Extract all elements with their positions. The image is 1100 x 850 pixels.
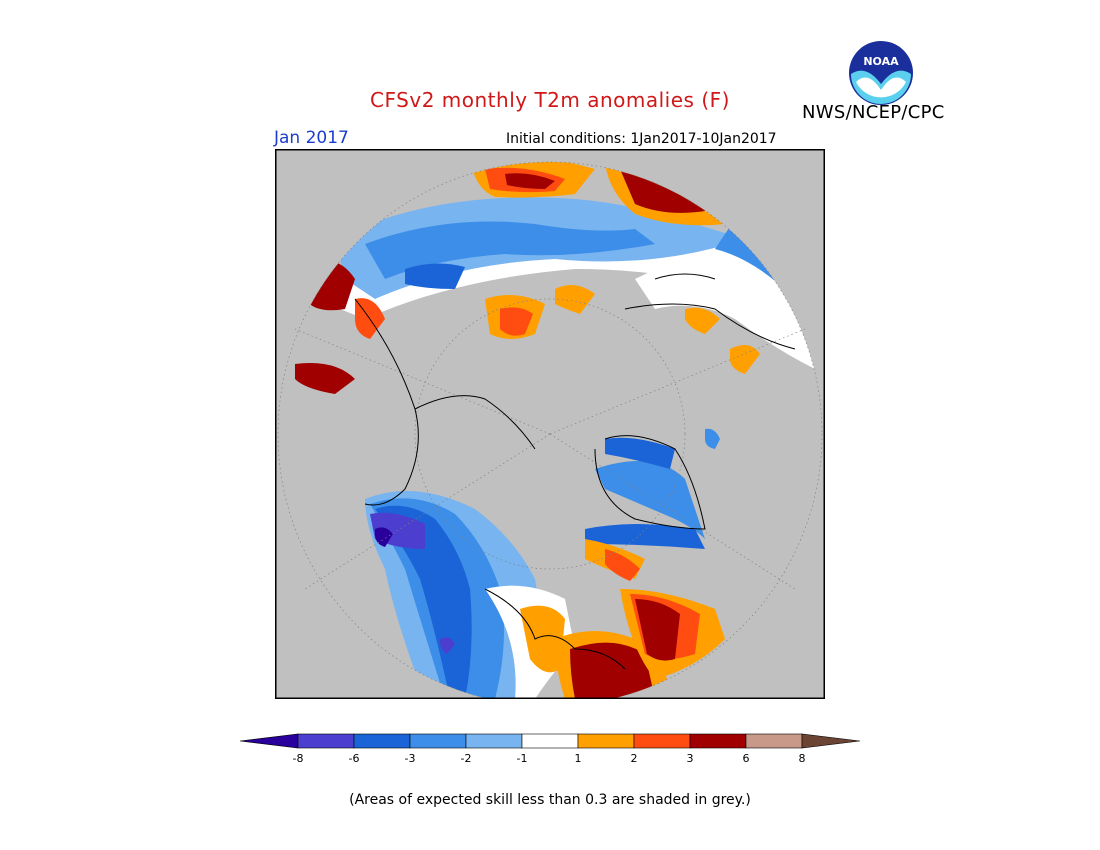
legend-bin [353,733,411,749]
legend-tick-label: 2 [631,752,638,765]
legend-bin [409,733,467,749]
anomaly-field [295,162,815,699]
legend-bin [577,733,635,749]
skill-footnote: (Areas of expected skill less than 0.3 a… [349,792,751,808]
legend-tick-label: 3 [687,752,694,765]
legend-bin [633,733,691,749]
initial-conditions-label: Initial conditions: 1Jan2017-10Jan2017 [506,131,777,147]
legend-tick-label: -1 [517,752,528,765]
legend-bin [465,733,523,749]
legend-tick-label: -8 [293,752,304,765]
legend-bin [521,733,579,749]
legend-bin [801,733,861,749]
coastlines [354,273,796,670]
legend-tick-label: 8 [799,752,806,765]
chart-title: CFSv2 monthly T2m anomalies (F) [370,88,730,112]
valid-month-label: Jan 2017 [274,128,349,148]
polar-map [275,149,825,699]
noaa-logo: NOAA [849,41,913,105]
legend-bin [239,733,299,749]
legend-tick-label: -3 [405,752,416,765]
legend-tick-label: -6 [349,752,360,765]
map-frame [275,149,825,699]
legend-bin [689,733,747,749]
color-legend: -8 -6 -3 -2 -1 1 2 3 6 8 [239,733,861,765]
legend-bin [297,733,355,749]
organization-label: NWS/NCEP/CPC [802,102,945,123]
graticule [277,161,823,699]
logo-text: NOAA [863,55,899,68]
legend-tick-label: -2 [461,752,472,765]
legend-bin [745,733,803,749]
legend-tick-label: 1 [575,752,582,765]
legend-tick-label: 6 [743,752,750,765]
